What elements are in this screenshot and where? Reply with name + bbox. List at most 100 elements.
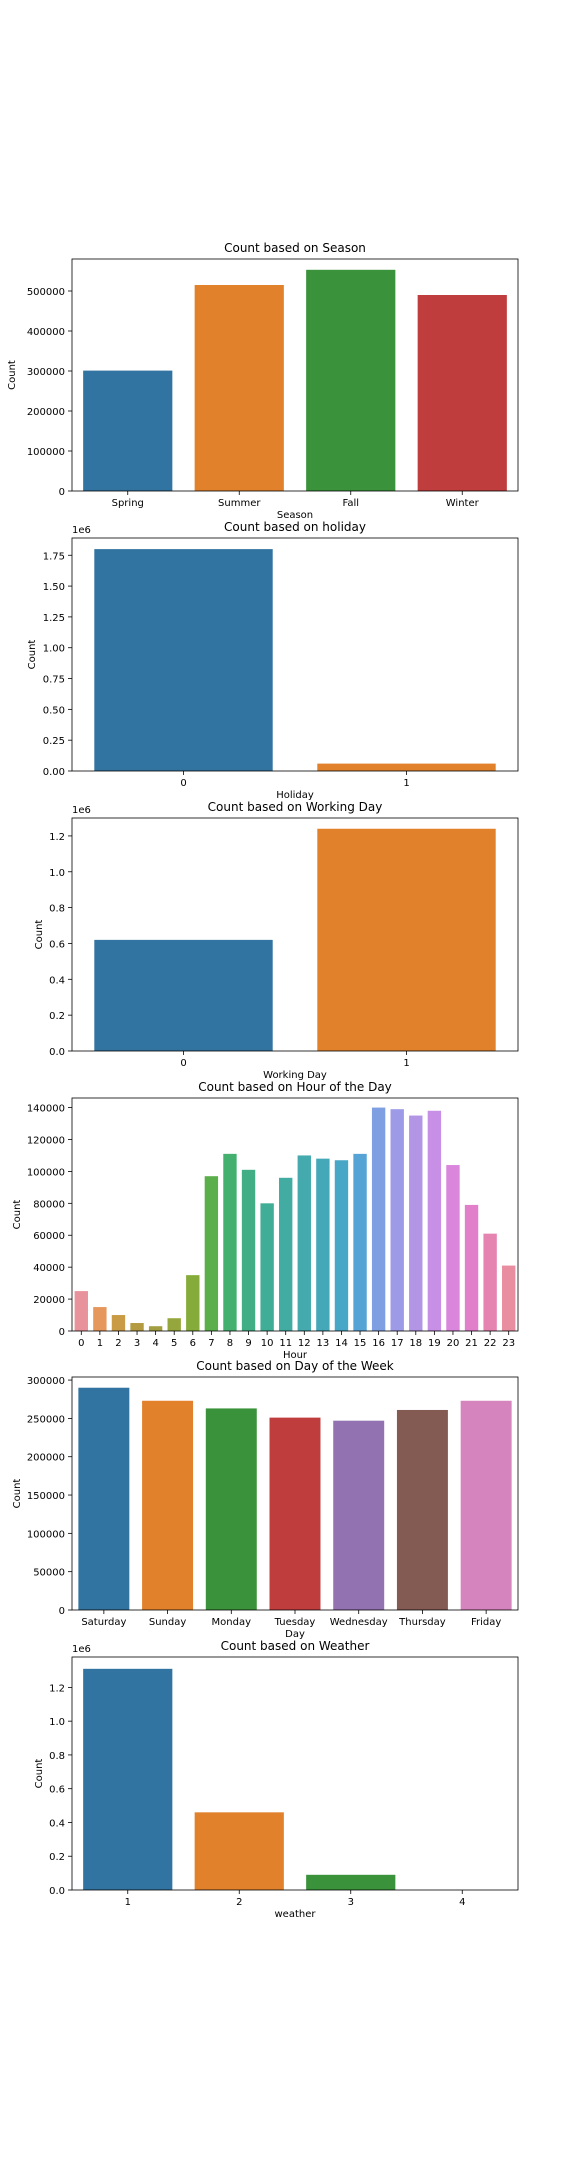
bar [306,1874,396,1890]
chart-title: Count based on Season [224,241,366,255]
bar [94,549,273,771]
x-tick-label: 20 [447,1338,460,1349]
bar [83,1668,173,1890]
bar [333,1420,385,1610]
bar [460,1400,512,1610]
x-tick-label: Summer [218,498,261,509]
x-tick-label: 15 [354,1338,367,1349]
y-tick-label: 0.2 [49,1852,65,1863]
bar [223,1153,237,1331]
y-tick-label: 200000 [27,407,65,418]
y-tick-label: 150000 [27,1491,65,1502]
bar [334,1160,349,1331]
chart-title: Count based on Day of the Week [196,1359,394,1373]
bar [306,269,396,491]
x-axis-label: Day [285,1629,305,1640]
y-tick-label: 1.0 [49,868,65,879]
y-tick-label: 0.0 [49,1886,65,1897]
y-tick-label: 300000 [27,367,65,378]
x-tick-label: 16 [372,1338,385,1349]
x-tick-label: 1 [403,1058,409,1069]
x-tick-label: 11 [279,1338,292,1349]
x-tick-label: 10 [261,1338,274,1349]
x-tick-label: 1 [97,1338,103,1349]
x-tick-label: 1 [125,1897,131,1908]
y-tick-label: 0.6 [49,1785,65,1796]
y-tick-label: 200000 [27,1453,65,1464]
x-axis-label: weather [275,1909,317,1920]
bar [269,1417,321,1610]
y-tick-label: 1.50 [43,582,65,593]
y-tick-label: 50000 [33,1568,65,1579]
axes-frame [71,817,519,1052]
chart-2: 0.00 0.25 0.50 0.75 1.00 1.25 1.50 1.75 0 1 Count … [27,520,519,801]
y-tick-label: 1.0 [49,1717,65,1728]
x-axis-label: Season [277,510,313,521]
bar [297,1155,311,1331]
x-tick-label: 23 [502,1338,515,1349]
x-tick-label: 3 [134,1338,140,1349]
y-tick-label: 1.00 [43,644,65,655]
bar [317,763,496,771]
chart-title: Count based on Weather [221,1639,370,1653]
y-tick-label: 0.8 [49,1751,65,1762]
bar [427,1110,442,1331]
y-tick-label: 1.75 [43,551,65,562]
axes-frame [71,258,519,492]
y-tick-label: 140000 [27,1104,65,1115]
bar [194,285,284,491]
x-tick-label: 0 [78,1338,84,1349]
y-tick-label: 0.0 [49,1047,65,1058]
axes-frame [71,1656,519,1891]
axes-frame [71,537,519,772]
x-tick-label: Saturday [81,1617,126,1628]
bar [130,1323,144,1331]
bar [194,1812,284,1890]
y-tick-label: 0.4 [49,1818,65,1829]
bar [483,1233,497,1331]
x-tick-label: 9 [245,1338,251,1349]
y-axis-label: Count [34,920,45,950]
y-tick-label: 0.75 [43,675,65,686]
x-tick-label: Winter [446,498,480,509]
y-tick-label: 100000 [27,1529,65,1540]
x-tick-label: Thursday [398,1617,446,1628]
y-offset-label: 1e6 [72,1644,91,1655]
x-tick-label: 7 [208,1338,214,1349]
bar [78,1387,130,1610]
x-axis-label: Hour [283,1350,308,1361]
y-tick-label: 400000 [27,327,65,338]
y-tick-label: 0.50 [43,705,65,716]
x-tick-label: Fall [342,498,359,509]
y-tick-label: 100000 [27,1167,65,1178]
chart-1: 0 100000 200000 300000 400000 500000 Spring Sum… [7,241,519,521]
y-tick-label: 0.25 [43,736,65,747]
x-tick-label: 0 [180,778,186,789]
y-tick-label: 0.8 [49,904,65,915]
y-tick-label: 0.4 [49,975,65,986]
bar [396,1409,448,1610]
y-axis-label: Count [12,1200,23,1230]
bar [148,1326,163,1331]
chart-4: 0 20000 40000 60000 80000 100000 120000 140000 0… [12,1080,519,1361]
x-tick-label: Spring [112,498,144,509]
bar [205,1408,257,1610]
chart-title: Count based on Working Day [208,800,383,814]
x-tick-label: 18 [409,1338,422,1349]
bar [390,1109,404,1331]
x-tick-label: 13 [317,1338,330,1349]
bar [417,295,507,491]
y-tick-label: 20000 [33,1295,65,1306]
x-tick-label: 2 [115,1338,121,1349]
x-tick-label: Friday [471,1617,501,1628]
x-tick-label: 21 [465,1338,478,1349]
y-tick-label: 0 [59,487,65,498]
y-tick-label: 250000 [27,1414,65,1425]
bar [204,1176,219,1331]
y-tick-label: 0.00 [43,767,65,778]
x-tick-label: 0 [180,1058,186,1069]
y-offset-label: 1e6 [72,525,91,536]
bar [371,1107,386,1331]
bar [317,828,496,1051]
x-tick-label: Wednesday [330,1617,388,1628]
